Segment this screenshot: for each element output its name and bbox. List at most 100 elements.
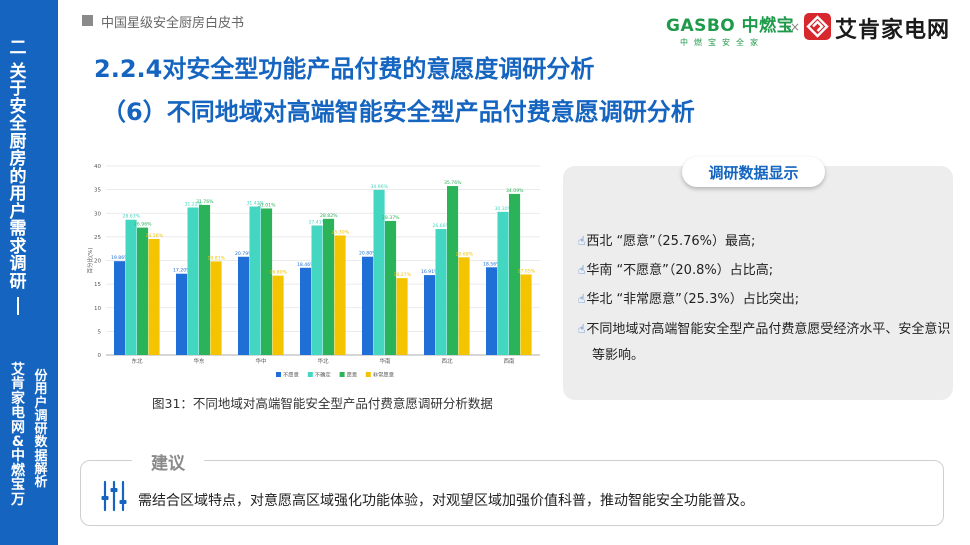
legend-label: 愿意	[347, 371, 358, 379]
bar	[497, 211, 509, 355]
header-marker	[82, 15, 93, 26]
bar	[187, 207, 199, 355]
data-label: 28.63%	[122, 214, 140, 220]
data-label: 26.66%	[432, 223, 450, 229]
y-tick-label: 15	[94, 282, 101, 288]
data-label: 31.76%	[196, 199, 214, 205]
legend-label: 不确定	[315, 371, 332, 379]
data-label: 27.41%	[308, 219, 326, 225]
data-label: 31.42%	[246, 201, 264, 207]
data-label: 20.79%	[235, 251, 253, 257]
sidebar-char: 调	[9, 254, 27, 274]
sidebar-char: 需	[9, 219, 27, 239]
data-label: 18.56%	[483, 261, 501, 267]
bar	[509, 193, 521, 355]
data-label: 24.56%	[145, 233, 163, 239]
data-label: 19.81%	[207, 255, 225, 261]
sidebar-char: 求	[9, 236, 27, 257]
sidebar-divider	[17, 297, 19, 315]
aiken-logo-name: 艾肯家电网	[835, 18, 951, 43]
data-label: 34.09%	[506, 188, 524, 194]
suggestion-text: 需结合区域特点，对意愿高区域强化功能体验，对观望区域加强价值科普，推动智能安全功…	[138, 493, 754, 509]
sidebar-char: 网	[11, 419, 25, 436]
data-label: 31.01%	[258, 202, 276, 208]
data-label: 34.96%	[370, 184, 388, 190]
bar	[311, 225, 323, 355]
pointing-hand-icon: ☝	[578, 322, 586, 336]
data-label: 18.46%	[297, 262, 315, 268]
chart-heading: （6）不同地域对高端智能安全型产品付费意愿调研分析	[102, 98, 695, 126]
legend-label: 不愿意	[283, 371, 299, 379]
finding-text: 华北 “非常愿意”（25.3%）占比突出;	[586, 292, 800, 307]
bar	[137, 227, 149, 355]
bar	[238, 256, 250, 355]
x-tick-label: 华南	[379, 357, 391, 365]
finding-text: 不同地域对高端智能安全型产品付费意愿受经济水平、安全意识	[586, 322, 951, 337]
bar	[199, 204, 211, 355]
sidebar-char: 二	[9, 38, 27, 58]
pointing-hand-icon: ☝	[578, 263, 586, 277]
data-label: 20.80%	[359, 251, 377, 257]
gasbo-logo: GASBO 中燃宝 中燃宝安全家	[666, 11, 794, 48]
legend-swatch	[365, 372, 371, 377]
y-tick-label: 20	[94, 259, 101, 265]
y-tick-label: 0	[98, 353, 102, 359]
bar	[176, 273, 188, 355]
partner-separator: ×	[790, 20, 801, 34]
y-axis-label: 百分比(%)	[86, 247, 94, 273]
aiken-logo-icon	[804, 13, 831, 40]
bar	[334, 235, 346, 355]
bar	[424, 275, 436, 355]
finding-text: 华南 “不愿意”（20.8%）占比高;	[586, 263, 774, 278]
finding-item: ☝不同地域对高端智能安全型产品付费意愿受经济水平、安全意识	[578, 318, 950, 337]
bar	[148, 238, 160, 355]
sidebar-char: 厨	[9, 131, 27, 152]
sidebar-char: 燃	[11, 462, 25, 479]
sidebar-char: 户	[34, 395, 48, 411]
sidebar-char: 全	[9, 114, 27, 134]
sidebar-char: &	[11, 433, 25, 450]
finding-item: ☝西北 “愿意”（25.76%）最高;	[578, 230, 755, 249]
data-label: 20.68%	[455, 251, 473, 257]
sidebar-char: 宝	[11, 477, 25, 494]
data-label: 17.05%	[517, 268, 535, 274]
bar	[385, 220, 397, 355]
bar	[261, 208, 273, 355]
bar	[396, 278, 408, 355]
book-title: 中国星级安全厨房白皮书	[101, 16, 245, 31]
sidebar-char: 研	[9, 271, 27, 292]
y-tick-label: 30	[94, 211, 101, 217]
data-label: 30.30%	[494, 206, 512, 212]
y-tick-label: 35	[94, 188, 101, 194]
x-tick-label: 华中	[255, 357, 266, 365]
sidebar-char: 肯	[11, 376, 25, 393]
sidebar-section-title: 二关于安全厨房的用户需求调研	[8, 40, 28, 321]
finding-item: ☝华南 “不愿意”（20.8%）占比高;	[578, 259, 773, 278]
section-title: 2.2.4对安全型功能产品付费的意愿度调研分析	[94, 55, 595, 83]
bar	[125, 219, 137, 355]
sidebar-char: 份	[34, 369, 48, 384]
sidebar-char: 据	[34, 448, 48, 464]
legend-swatch	[307, 372, 313, 377]
findings-panel	[563, 166, 953, 400]
pointing-hand-icon: ☝	[578, 292, 586, 306]
sliders-icon	[101, 480, 127, 512]
data-label: 26.96%	[134, 222, 152, 228]
bar	[447, 186, 459, 355]
bar	[362, 256, 374, 355]
bar	[520, 274, 532, 355]
x-tick-label: 华东	[193, 357, 205, 365]
bar	[272, 275, 284, 355]
gasbo-logo-name: GASBO 中燃宝	[666, 16, 795, 36]
sidebar: 二关于安全厨房的用户需求调研 艾肯家电网 & 中燃宝万 份用户调研数据解析	[0, 0, 58, 545]
sidebar-char: 万	[11, 491, 25, 508]
sidebar-char: 析	[34, 475, 48, 491]
suggestion-label: 建议	[132, 449, 204, 474]
sidebar-char: 于	[9, 79, 27, 99]
sidebar-char: 艾	[11, 362, 25, 378]
bar	[435, 229, 447, 355]
data-label: 25.30%	[331, 229, 349, 235]
sidebar-subtitle-part2: 份用户调研数据解析	[31, 370, 51, 490]
sidebar-char: 的	[9, 166, 27, 187]
sidebar-char: 户	[9, 201, 27, 222]
